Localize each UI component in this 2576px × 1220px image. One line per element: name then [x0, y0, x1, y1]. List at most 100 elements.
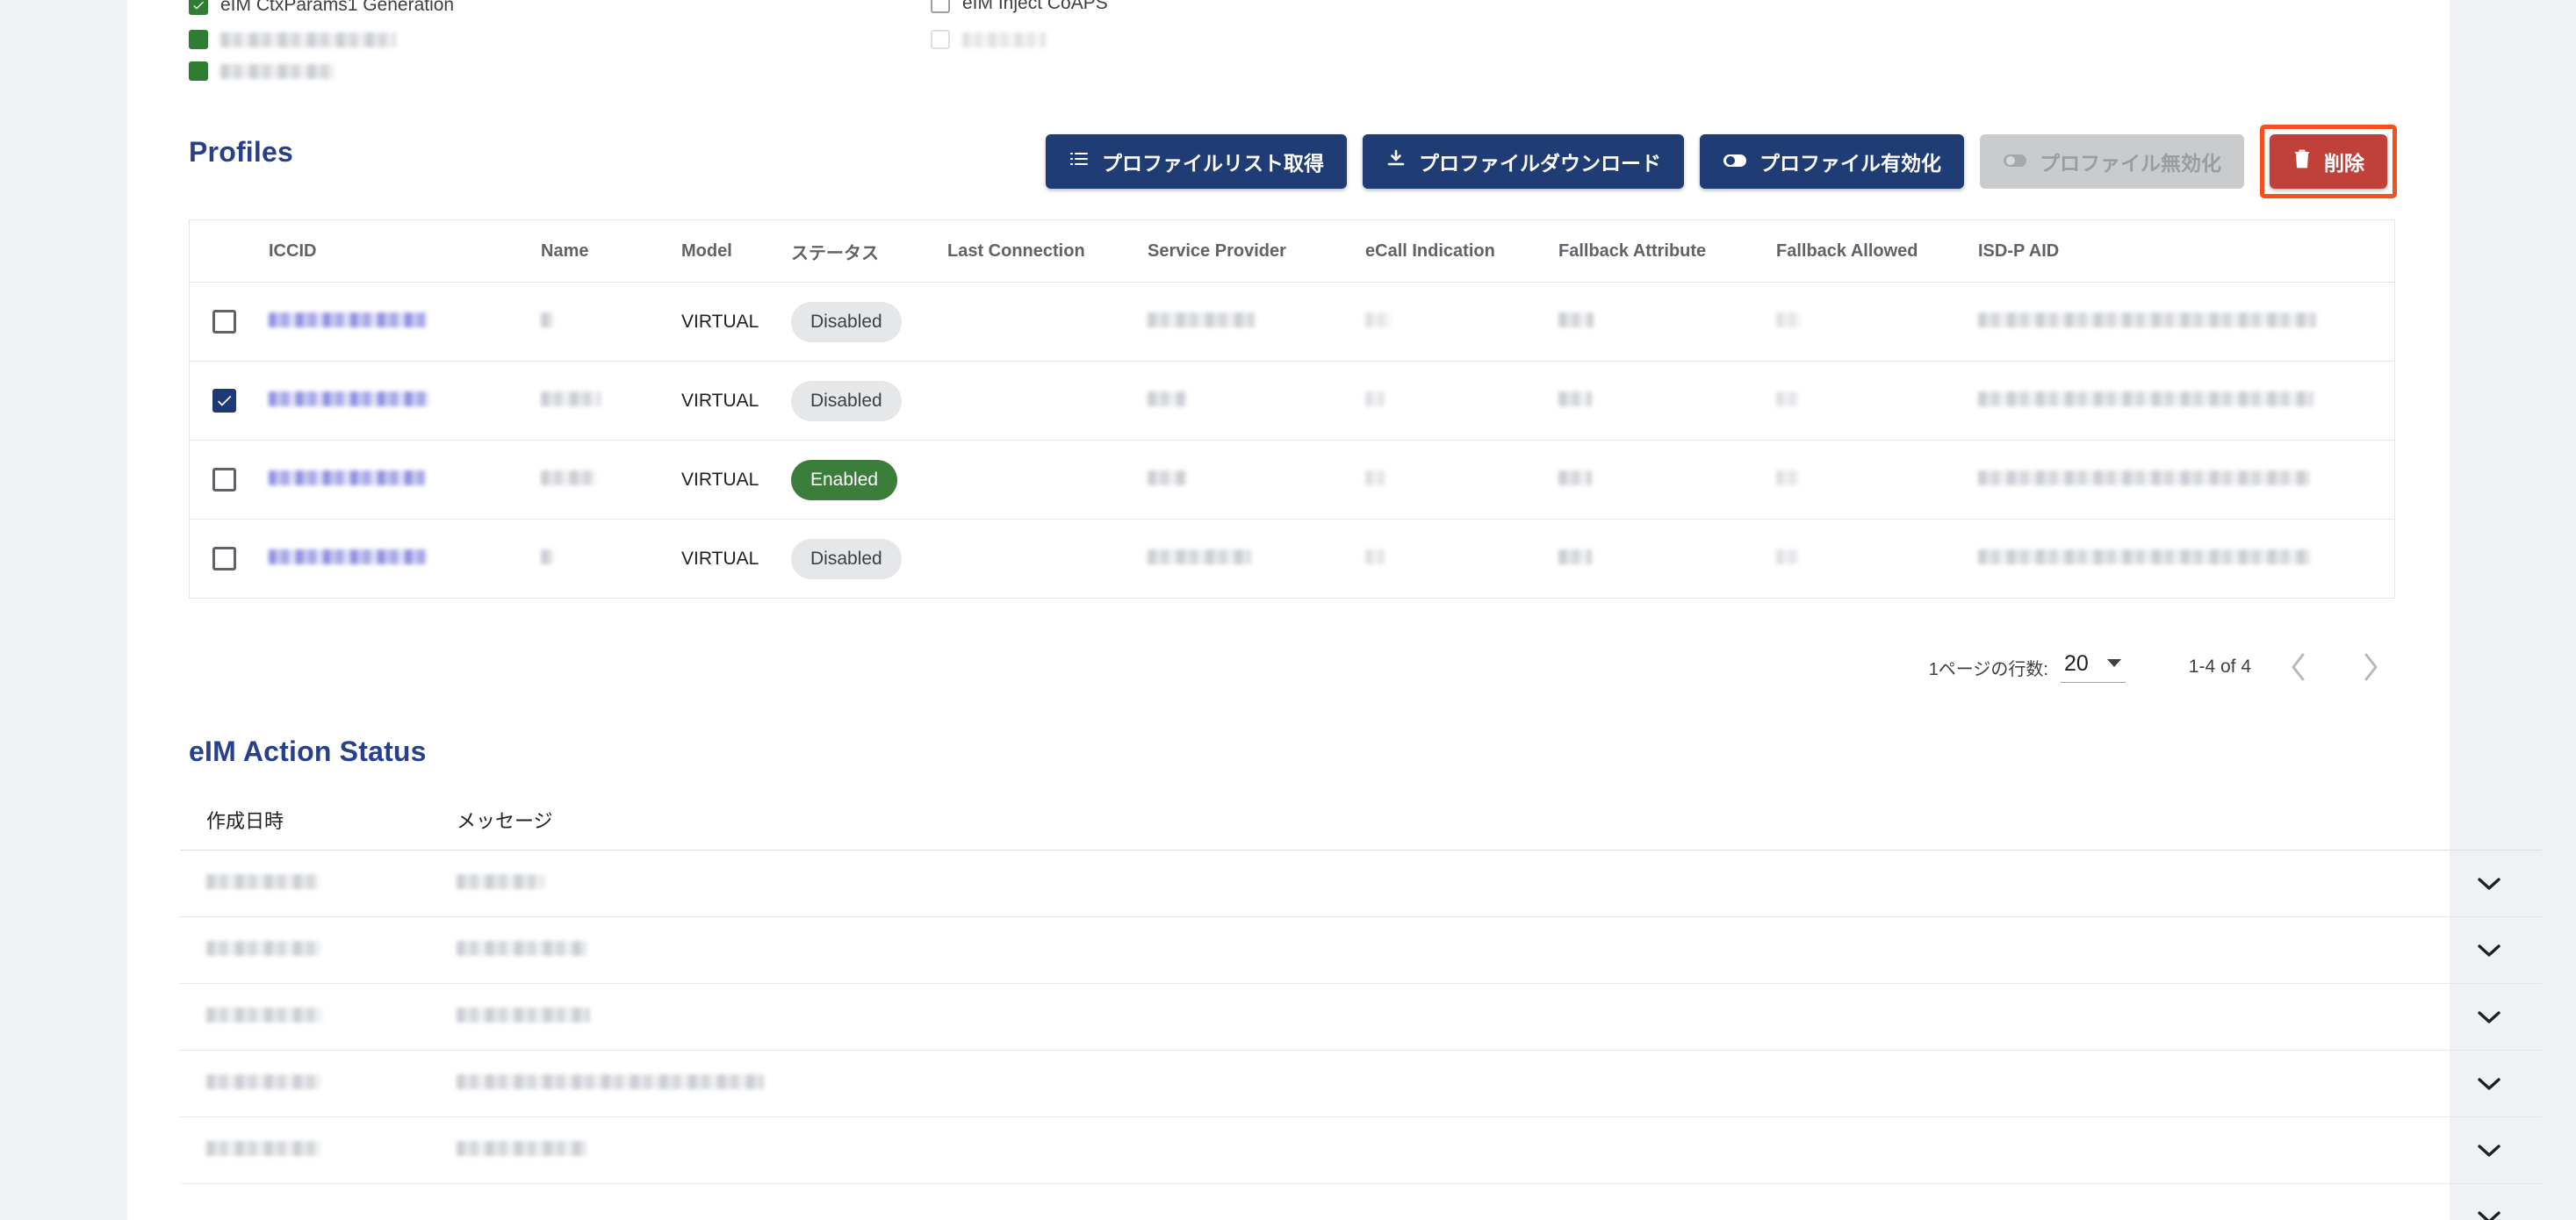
redacted-label [220, 63, 335, 79]
cell-fallback-attribute [1558, 312, 1776, 333]
redacted-value [1148, 470, 1186, 485]
chevron-down-icon[interactable] [2436, 1009, 2542, 1025]
cell-name [541, 549, 681, 570]
redacted-value [206, 1007, 322, 1023]
cell-status: Enabled [791, 459, 947, 500]
content-card: eIM CtxParams1 Generation eIM Inject CoA… [127, 0, 2542, 1220]
profiles-table-header: ICCID Name Model ステータス Last Connection S… [189, 219, 2395, 283]
eim-option-inject-coaps[interactable]: eIM Inject CoAPS [931, 0, 1108, 14]
eim-option-redacted-2[interactable] [189, 61, 335, 81]
cell-name [541, 312, 681, 333]
cell-iccid [269, 470, 541, 491]
checkbox-checked-icon[interactable] [189, 0, 208, 15]
row-checkbox[interactable] [212, 389, 236, 413]
cell-message [457, 1140, 2436, 1160]
pagination-next-button[interactable] [2346, 642, 2395, 692]
redacted-value [541, 470, 595, 485]
redacted-value [1558, 391, 1592, 406]
row-select-cell[interactable] [190, 389, 269, 413]
list-item[interactable] [180, 1116, 2542, 1183]
status-badge: Disabled [791, 538, 902, 579]
eim-option-ctxparams1[interactable]: eIM CtxParams1 Generation [189, 0, 454, 16]
table-row[interactable]: VIRTUAL Disabled [189, 520, 2395, 599]
get-profile-list-button[interactable]: プロファイルリスト取得 [1046, 134, 1347, 189]
cell-ecall-indication [1365, 470, 1558, 491]
row-checkbox[interactable] [212, 547, 236, 571]
redacted-value [457, 1073, 764, 1089]
chevron-down-icon[interactable] [2436, 1076, 2542, 1092]
list-item[interactable] [180, 916, 2542, 983]
row-select-cell[interactable] [190, 468, 269, 492]
cell-message: Delete Profile Succeeded [457, 1206, 2436, 1220]
cell-fallback-attribute [1558, 470, 1776, 491]
list-item[interactable] [180, 850, 2542, 916]
redacted-value [1365, 470, 1385, 485]
download-profile-button[interactable]: プロファイルダウンロード [1363, 134, 1684, 189]
pagination-range: 1-4 of 4 [2188, 657, 2251, 677]
cell-created-at [206, 940, 457, 960]
chevron-down-icon[interactable] [2436, 1143, 2542, 1159]
column-header-fallback-allowed: Fallback Allowed [1776, 240, 1918, 261]
redacted-value [269, 470, 425, 485]
redacted-label [220, 32, 396, 47]
row-select-cell[interactable] [190, 310, 269, 334]
redacted-value [1365, 312, 1392, 327]
profiles-pagination: 1ページの行数: 20 1-4 of 4 [1929, 641, 2395, 693]
cell-model: VIRTUAL [681, 469, 759, 490]
list-item[interactable]: 2026-09-10 09:46:44 Delete Profile Succe… [180, 1183, 2542, 1220]
column-header-last-connection: Last Connection [947, 240, 1085, 261]
cell-iccid [269, 312, 541, 333]
redacted-value [206, 940, 320, 956]
eim-options-block: eIM CtxParams1 Generation eIM Inject CoA… [127, 0, 2450, 97]
disable-profile-button: プロファイル無効化 [1980, 134, 2244, 189]
redacted-value [457, 940, 586, 956]
redacted-value [541, 312, 553, 327]
download-icon [1385, 148, 1407, 175]
row-checkbox[interactable] [212, 310, 236, 334]
table-row[interactable]: VIRTUAL Disabled [189, 362, 2395, 441]
enable-profile-button[interactable]: プロファイル有効化 [1700, 134, 1964, 189]
redacted-value [1978, 312, 2316, 327]
cell-fallback-allowed [1776, 470, 1978, 491]
cell-model: VIRTUAL [681, 548, 759, 569]
table-row[interactable]: VIRTUAL Enabled [189, 441, 2395, 520]
column-header-service-provider: Service Provider [1148, 240, 1286, 261]
redacted-value [206, 1140, 320, 1156]
list-item[interactable] [180, 1050, 2542, 1116]
cell-status: Disabled [791, 301, 947, 342]
cell-fallback-allowed [1776, 312, 1978, 333]
rows-per-page-label: 1ページの行数: [1928, 659, 2048, 679]
pagination-prev-button[interactable] [2274, 642, 2323, 692]
eim-option-redacted-3[interactable] [931, 30, 1046, 49]
redacted-value [269, 549, 427, 564]
redacted-value [457, 1007, 590, 1023]
row-checkbox[interactable] [212, 468, 236, 492]
cell-fallback-allowed [1776, 391, 1978, 412]
list-item[interactable] [180, 983, 2542, 1050]
cell-fallback-attribute [1558, 391, 1776, 412]
redacted-value [269, 312, 427, 327]
redacted-value [1148, 549, 1251, 564]
table-row[interactable]: VIRTUAL Disabled [189, 283, 2395, 362]
cell-iccid [269, 549, 541, 570]
chevron-down-icon[interactable] [2436, 1209, 2542, 1220]
cell-isdp-aid [1978, 549, 2394, 570]
checkbox-unchecked-icon[interactable] [931, 0, 950, 13]
cell-isdp-aid [1978, 391, 2394, 412]
redacted-value [541, 391, 601, 406]
cell-created-at [206, 1073, 457, 1094]
row-select-cell[interactable] [190, 547, 269, 571]
chevron-down-icon[interactable] [2436, 876, 2542, 892]
eim-table-header: 作成日時 メッセージ [180, 790, 2542, 850]
cell-message [457, 940, 2436, 960]
eim-option-redacted-1[interactable] [189, 30, 396, 49]
checkbox-checked-icon[interactable] [189, 61, 208, 81]
cell-service-provider [1148, 549, 1365, 570]
checkbox-unchecked-icon[interactable] [931, 30, 950, 49]
chevron-down-icon[interactable] [2436, 943, 2542, 958]
status-badge: Disabled [791, 301, 902, 342]
delete-button[interactable]: 削除 [2270, 134, 2387, 189]
checkbox-checked-icon[interactable] [189, 30, 208, 49]
profiles-table-body: VIRTUAL Disabled VIRTUAL Disabled [189, 283, 2395, 599]
rows-per-page-select[interactable]: 20 [2060, 651, 2126, 683]
